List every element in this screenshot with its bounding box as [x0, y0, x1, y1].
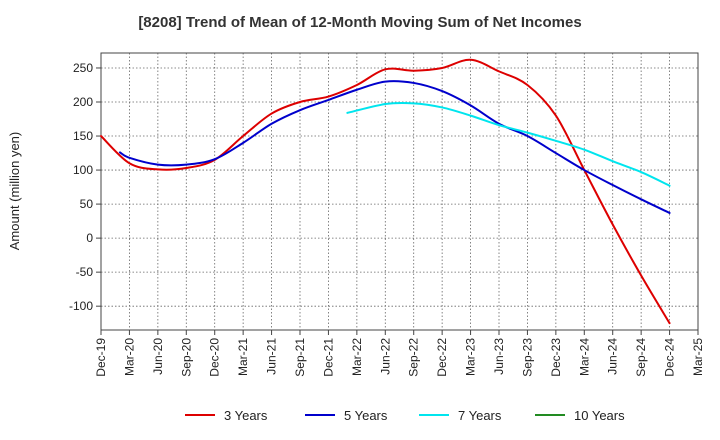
y-tick-label: 0	[86, 231, 93, 245]
x-tick-label: Sep-20	[179, 338, 193, 377]
chart-title: [8208] Trend of Mean of 12-Month Moving …	[138, 14, 582, 31]
legend-label-10-years: 10 Years	[574, 408, 625, 423]
x-tick-label: Sep-21	[293, 338, 307, 377]
y-tick-label: 150	[73, 129, 93, 143]
series-line-5-years	[118, 80, 671, 214]
y-tick-label: -50	[76, 265, 94, 279]
x-tick-label: Dec-21	[321, 338, 335, 377]
x-tick-label: Mar-20	[122, 338, 136, 376]
y-axis-title: Amount (million yen)	[7, 132, 22, 251]
y-axis: 250 200 150 100 50 0 -50 -100	[69, 61, 101, 313]
legend: 3 Years 5 Years 7 Years 10 Years	[185, 408, 625, 423]
legend-label-7-years: 7 Years	[458, 408, 502, 423]
x-tick-label: Mar-21	[236, 338, 250, 376]
x-tick-label: Mar-23	[464, 338, 478, 376]
x-axis: Dec-19 Mar-20 Jun-20 Sep-20 Dec-20 Mar-21 Jun-…	[94, 330, 705, 377]
series-line-7-years	[346, 101, 671, 187]
y-tick-label: 50	[80, 197, 94, 211]
y-tick-label: 200	[73, 95, 93, 109]
x-tick-label: Mar-25	[691, 338, 705, 376]
y-tick-label: -100	[69, 299, 93, 313]
grid	[100, 53, 699, 330]
y-tick-label: 100	[73, 163, 93, 177]
x-tick-label: Jun-22	[378, 338, 392, 375]
x-tick-label: Jun-24	[606, 338, 620, 375]
x-tick-label: Dec-24	[663, 338, 677, 377]
plot-area	[100, 52, 699, 331]
x-tick-label: Dec-22	[435, 338, 449, 377]
x-tick-label: Sep-22	[407, 338, 421, 377]
legend-label-5-years: 5 Years	[344, 408, 388, 423]
series	[100, 58, 671, 325]
y-tick-label: 250	[73, 61, 93, 75]
x-tick-label: Dec-19	[94, 338, 108, 377]
series-line-3-years	[100, 58, 671, 325]
x-tick-label: Dec-20	[208, 338, 222, 377]
x-tick-label: Sep-23	[520, 338, 534, 377]
x-tick-label: Mar-22	[350, 338, 364, 376]
x-tick-label: Jun-23	[492, 338, 506, 375]
x-tick-label: Sep-24	[634, 338, 648, 377]
x-tick-label: Dec-23	[549, 338, 563, 377]
x-tick-label: Mar-24	[577, 338, 591, 376]
legend-label-3-years: 3 Years	[224, 408, 268, 423]
x-tick-label: Jun-21	[265, 338, 279, 375]
x-tick-label: Jun-20	[151, 338, 165, 375]
